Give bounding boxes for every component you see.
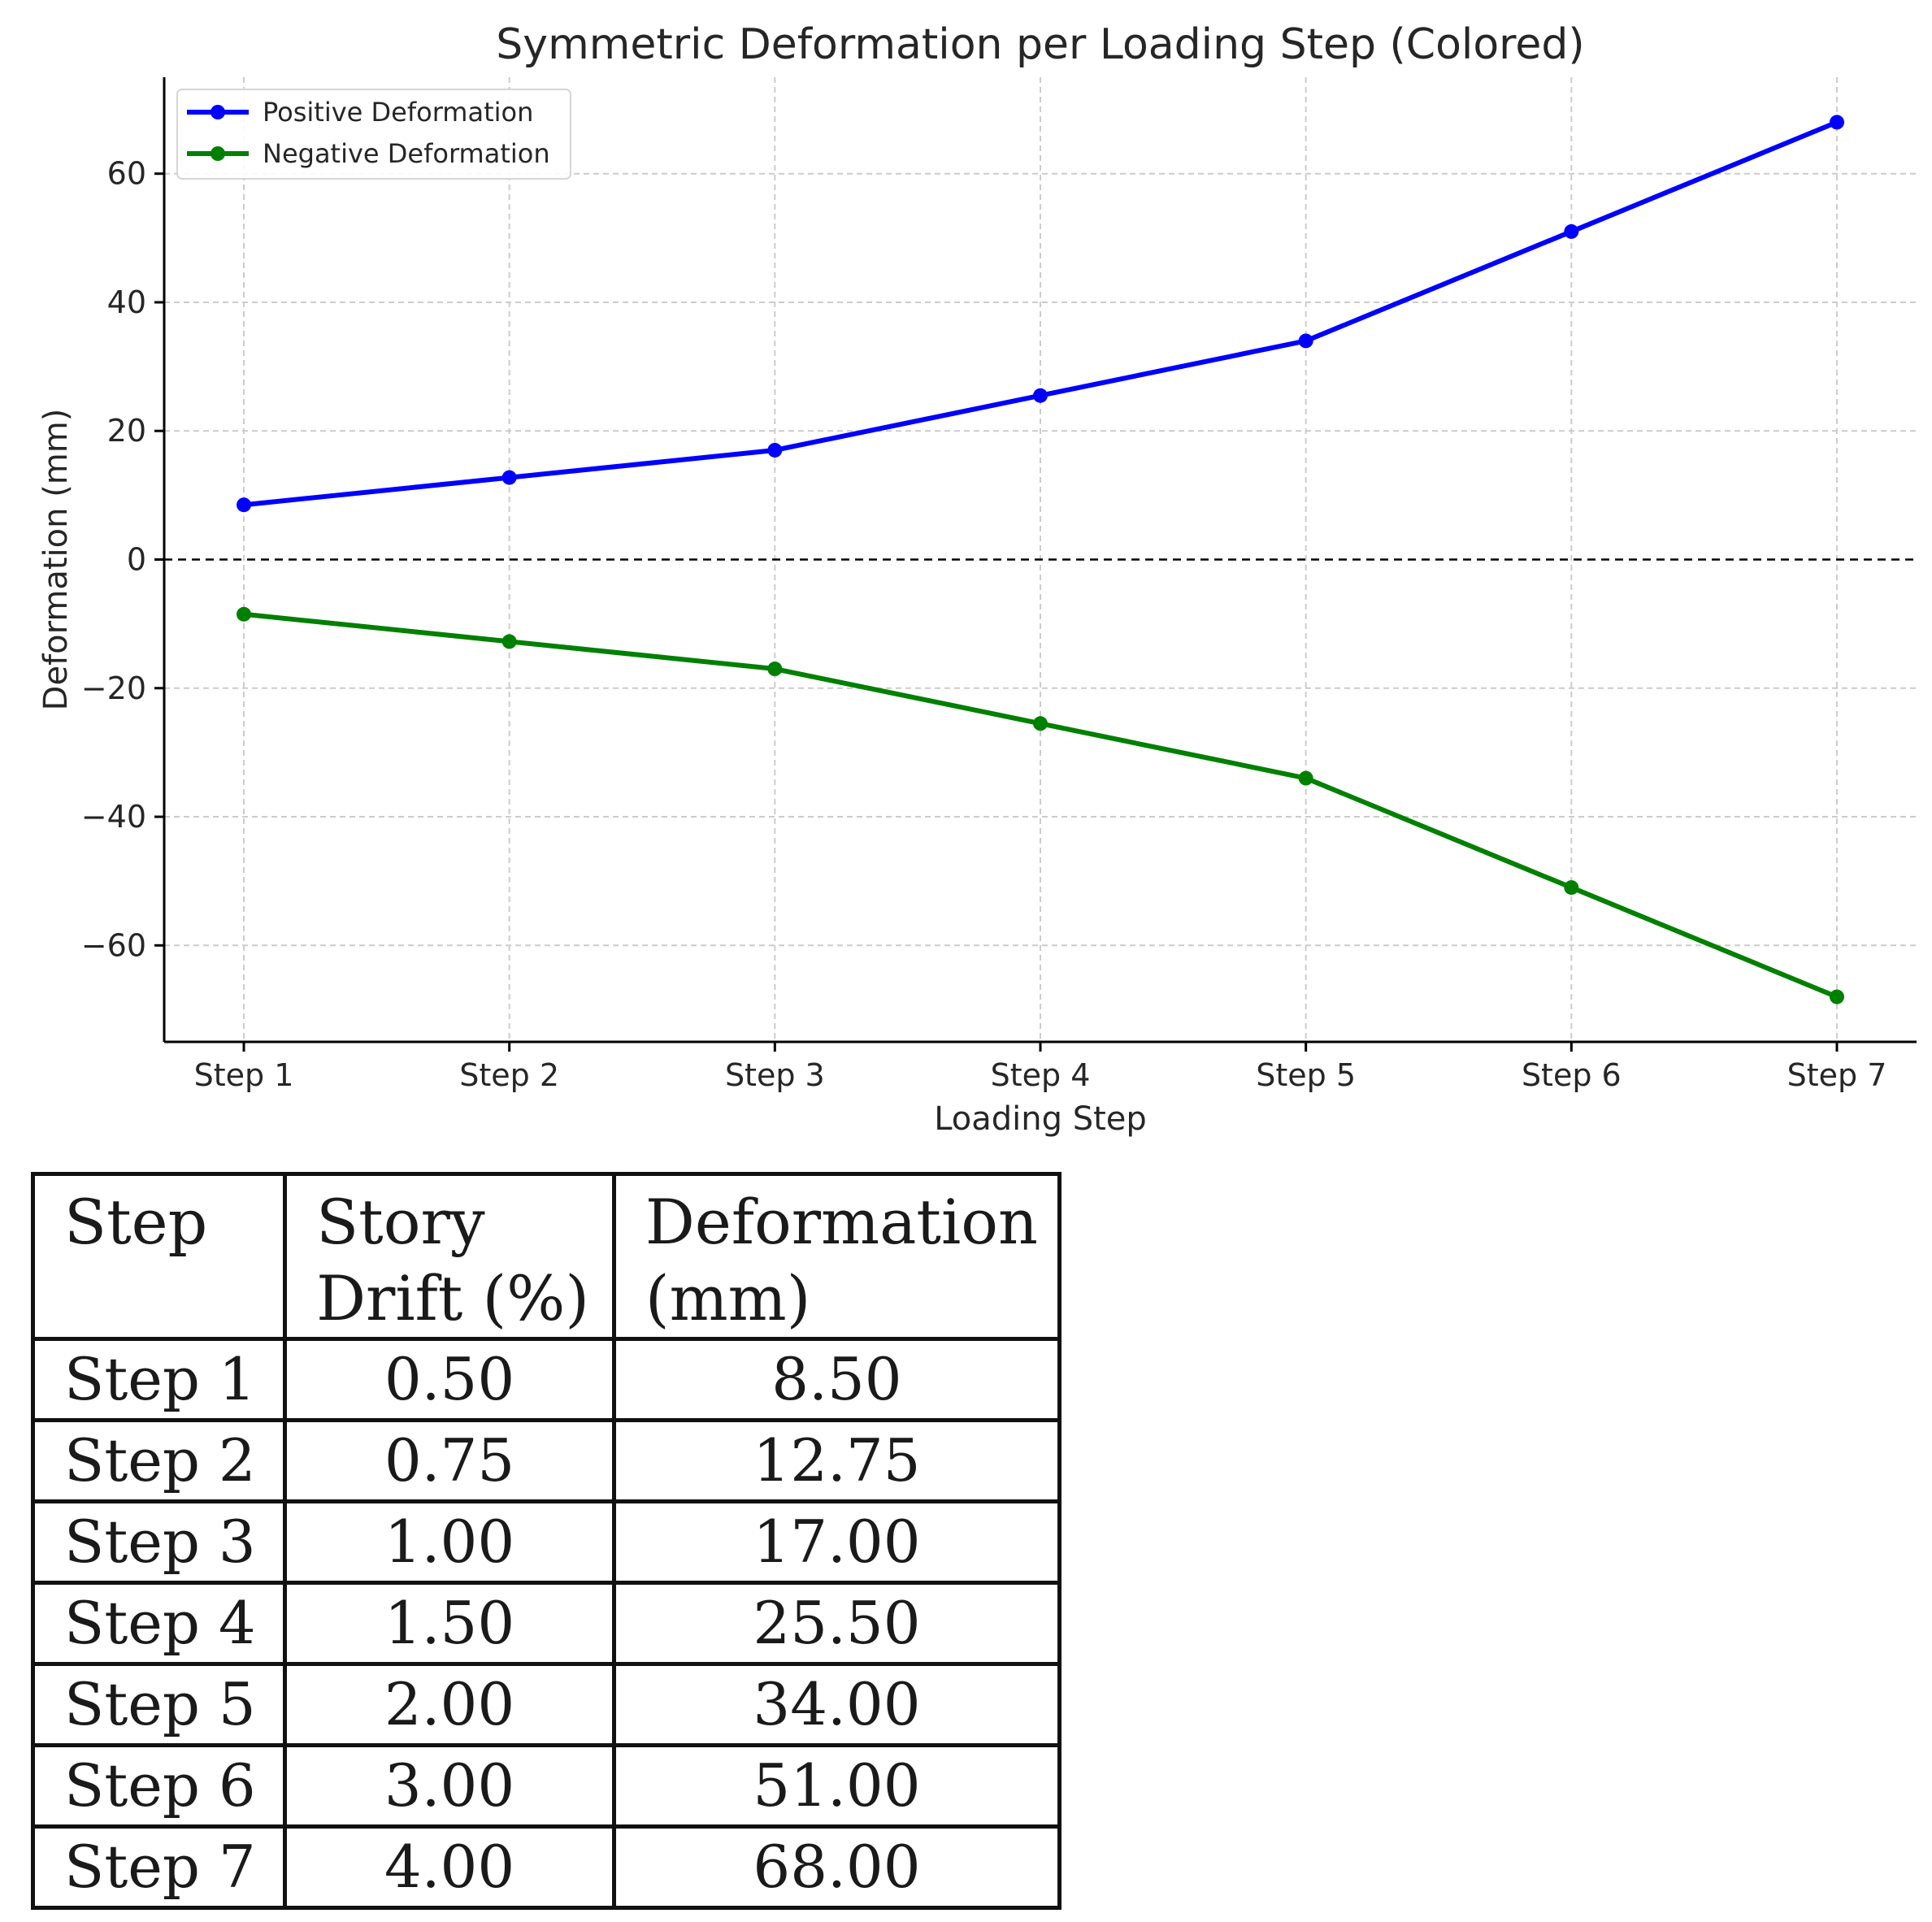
cell-step: Step 6 [30,1743,288,1829]
chart-ticks: 60 40 20 0 −20 −40 −60 Step 1 Step 2 Step 3 Step 4… [81,156,1887,1093]
cell-story-drift: 4.00 [283,1824,616,1910]
table-row: Step 3 1.00 17.00 [30,1499,1062,1585]
header-deformation-line-2: (mm) [645,1262,811,1334]
table-header-row: Step Story Drift (%) Deformation (mm) [30,1172,1062,1341]
data-point [237,606,251,622]
cell-deformation: 17.00 [611,1499,1062,1585]
y-tick-label: 40 [107,284,146,320]
y-tick-label: 60 [107,156,146,192]
chart-title: Symmetric Deformation per Loading Step (… [496,20,1584,69]
x-tick-label: Step 5 [1256,1057,1356,1093]
cell-story-drift: 0.50 [283,1337,616,1422]
y-tick-label: −20 [81,670,146,706]
cell-story-drift: 3.00 [283,1743,616,1829]
table-row: Step 1 0.50 8.50 [30,1337,1062,1422]
deformation-line-chart: Symmetric Deformation per Loading Step (… [37,20,1917,1138]
cell-story-drift: 1.50 [283,1581,616,1666]
data-point [1033,716,1048,731]
x-tick-label: Step 7 [1787,1057,1887,1093]
cell-step: Step 4 [30,1581,288,1666]
table-row: Step 7 4.00 68.00 [30,1824,1062,1910]
y-tick-label: −60 [81,927,146,963]
data-point [1033,388,1048,403]
table-row: Step 2 0.75 12.75 [30,1418,1062,1503]
data-point [767,442,783,458]
cell-step: Step 1 [30,1337,288,1422]
legend-marker [211,105,225,119]
cell-deformation: 34.00 [611,1662,1062,1747]
header-step-line-1: Step [64,1186,208,1258]
legend-label: Negative Deformation [263,138,550,169]
data-point [237,497,251,513]
story-drift-table: Step Story Drift (%) Deformation (mm) St… [30,1172,1062,1910]
header-story-drift: Story Drift (%) [283,1172,616,1341]
y-axis-label: Deformation (mm) [37,409,75,711]
x-tick-label: Step 1 [194,1057,294,1093]
data-point [1830,115,1844,130]
cell-story-drift: 1.00 [283,1499,616,1585]
data-point [1564,223,1579,239]
cell-step: Step 7 [30,1824,288,1910]
x-tick-label: Step 3 [725,1057,825,1093]
cell-deformation: 25.50 [611,1581,1062,1666]
data-point [1830,989,1844,1004]
cell-deformation: 8.50 [611,1337,1062,1422]
y-tick-label: 0 [127,542,146,578]
table-row: Step 5 2.00 34.00 [30,1662,1062,1747]
x-axis-label: Loading Step [934,1100,1147,1138]
x-tick-label: Step 4 [991,1057,1091,1093]
x-tick-label: Step 2 [459,1057,559,1093]
cell-step: Step 3 [30,1499,288,1585]
data-point [767,662,783,677]
data-point [501,634,517,649]
data-point [1564,880,1579,896]
x-tick-label: Step 6 [1522,1057,1622,1093]
cell-step: Step 5 [30,1662,288,1747]
cell-step: Step 2 [30,1418,288,1503]
table-row: Step 6 3.00 51.00 [30,1743,1062,1829]
legend-box [176,89,571,180]
data-point [1298,333,1313,349]
legend-label: Positive Deformation [263,97,533,128]
data-point [1298,770,1313,786]
chart-series [237,115,1844,1004]
cell-story-drift: 2.00 [283,1662,616,1747]
y-tick-label: −40 [81,799,146,835]
cell-deformation: 68.00 [611,1824,1062,1910]
header-story-drift-line-2: Drift (%) [316,1262,590,1334]
cell-deformation: 12.75 [611,1418,1062,1503]
legend-marker [211,146,225,161]
header-deformation: Deformation (mm) [611,1172,1062,1341]
data-point [501,470,517,485]
header-story-drift-line-1: Story [316,1186,485,1258]
header-step: Step [30,1172,288,1341]
table-row: Step 4 1.50 25.50 [30,1581,1062,1666]
chart-legend: Positive Deformation Negative Deformation [176,89,571,180]
cell-deformation: 51.00 [611,1743,1062,1829]
cell-story-drift: 0.75 [283,1418,616,1503]
header-deformation-line-1: Deformation [645,1186,1038,1258]
y-tick-label: 20 [107,413,146,449]
